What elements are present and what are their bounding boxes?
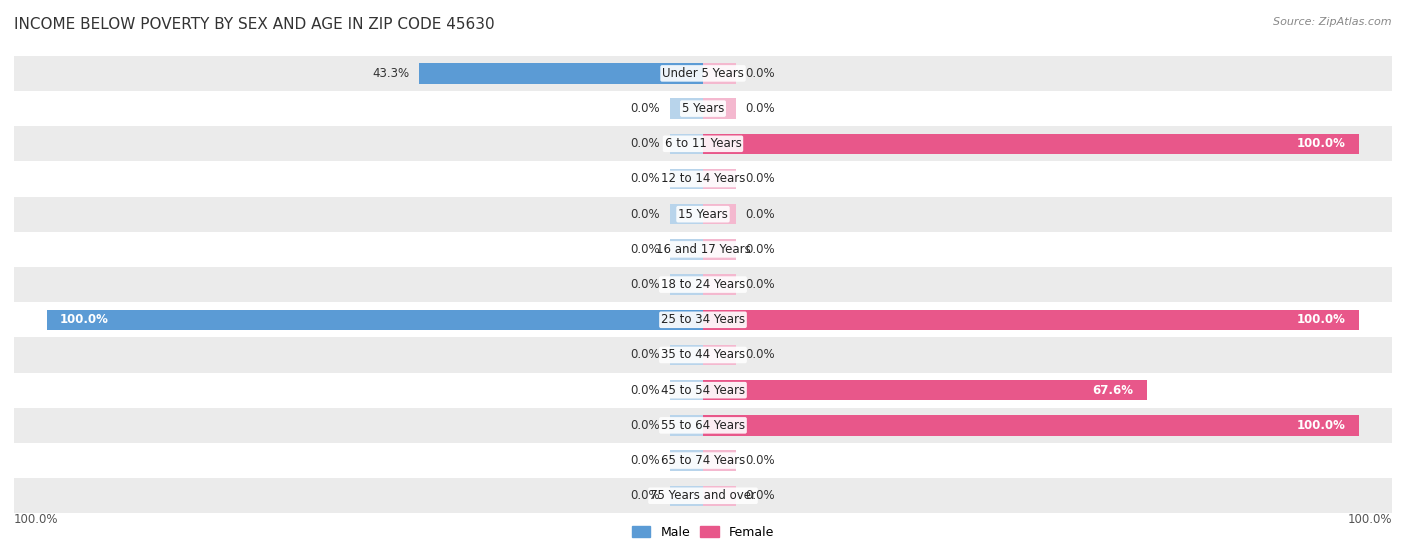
Text: 0.0%: 0.0% (631, 419, 661, 432)
Text: 0.0%: 0.0% (631, 384, 661, 397)
Text: Under 5 Years: Under 5 Years (662, 67, 744, 80)
Bar (671, 450, 703, 471)
Bar (14, 56, 1392, 91)
Text: 0.0%: 0.0% (745, 278, 775, 291)
Bar (14, 91, 1392, 126)
Text: 100.0%: 100.0% (14, 513, 59, 526)
Text: 0.0%: 0.0% (631, 172, 661, 185)
Text: 0.0%: 0.0% (745, 243, 775, 256)
Text: 0.0%: 0.0% (631, 102, 661, 115)
Bar (14, 478, 1392, 513)
Bar (14, 196, 1392, 232)
Text: 0.0%: 0.0% (745, 454, 775, 467)
Bar (703, 239, 735, 259)
Text: 0.0%: 0.0% (631, 278, 661, 291)
Bar (703, 485, 735, 506)
Bar (703, 204, 735, 224)
Text: 0.0%: 0.0% (631, 454, 661, 467)
Bar (671, 133, 703, 154)
Bar (14, 338, 1392, 373)
Text: 18 to 24 Years: 18 to 24 Years (661, 278, 745, 291)
Text: 0.0%: 0.0% (745, 349, 775, 362)
Bar (671, 169, 703, 189)
Text: 25 to 34 Years: 25 to 34 Years (661, 313, 745, 326)
Text: 0.0%: 0.0% (631, 489, 661, 502)
Bar (703, 63, 735, 84)
Text: 0.0%: 0.0% (631, 349, 661, 362)
Text: 0.0%: 0.0% (631, 137, 661, 150)
Bar (671, 275, 703, 295)
Bar (703, 310, 1360, 330)
Text: 100.0%: 100.0% (1298, 313, 1346, 326)
Text: 0.0%: 0.0% (745, 102, 775, 115)
Text: 100.0%: 100.0% (60, 313, 108, 326)
Bar (14, 126, 1392, 161)
Text: 45 to 54 Years: 45 to 54 Years (661, 384, 745, 397)
Legend: Male, Female: Male, Female (627, 521, 779, 543)
Text: 0.0%: 0.0% (745, 208, 775, 220)
Bar (419, 63, 703, 84)
Bar (671, 204, 703, 224)
Bar (671, 485, 703, 506)
Text: Source: ZipAtlas.com: Source: ZipAtlas.com (1274, 17, 1392, 27)
Text: 100.0%: 100.0% (1298, 419, 1346, 432)
Bar (671, 239, 703, 259)
Text: 12 to 14 Years: 12 to 14 Years (661, 172, 745, 185)
Bar (703, 133, 1360, 154)
Text: 0.0%: 0.0% (631, 243, 661, 256)
Bar (703, 275, 735, 295)
Bar (703, 345, 735, 365)
Text: 55 to 64 Years: 55 to 64 Years (661, 419, 745, 432)
Text: 5 Years: 5 Years (682, 102, 724, 115)
Bar (703, 415, 1360, 436)
Bar (671, 380, 703, 401)
Text: 0.0%: 0.0% (745, 67, 775, 80)
Text: 16 and 17 Years: 16 and 17 Years (655, 243, 751, 256)
Text: 0.0%: 0.0% (745, 172, 775, 185)
Text: 43.3%: 43.3% (373, 67, 409, 80)
Bar (703, 98, 735, 119)
Text: 75 Years and over: 75 Years and over (650, 489, 756, 502)
Text: 100.0%: 100.0% (1347, 513, 1392, 526)
Bar (671, 345, 703, 365)
Bar (14, 232, 1392, 267)
Text: 15 Years: 15 Years (678, 208, 728, 220)
Bar (671, 98, 703, 119)
Text: 0.0%: 0.0% (745, 489, 775, 502)
Bar (46, 310, 703, 330)
Bar (14, 302, 1392, 338)
Text: 100.0%: 100.0% (1298, 137, 1346, 150)
Text: 35 to 44 Years: 35 to 44 Years (661, 349, 745, 362)
Bar (14, 443, 1392, 478)
Bar (14, 408, 1392, 443)
Bar (703, 169, 735, 189)
Bar (703, 380, 1146, 401)
Bar (14, 373, 1392, 408)
Text: 6 to 11 Years: 6 to 11 Years (665, 137, 741, 150)
Text: INCOME BELOW POVERTY BY SEX AND AGE IN ZIP CODE 45630: INCOME BELOW POVERTY BY SEX AND AGE IN Z… (14, 17, 495, 32)
Bar (671, 415, 703, 436)
Text: 65 to 74 Years: 65 to 74 Years (661, 454, 745, 467)
Bar (703, 450, 735, 471)
Bar (14, 267, 1392, 302)
Text: 0.0%: 0.0% (631, 208, 661, 220)
Text: 67.6%: 67.6% (1092, 384, 1133, 397)
Bar (14, 161, 1392, 196)
